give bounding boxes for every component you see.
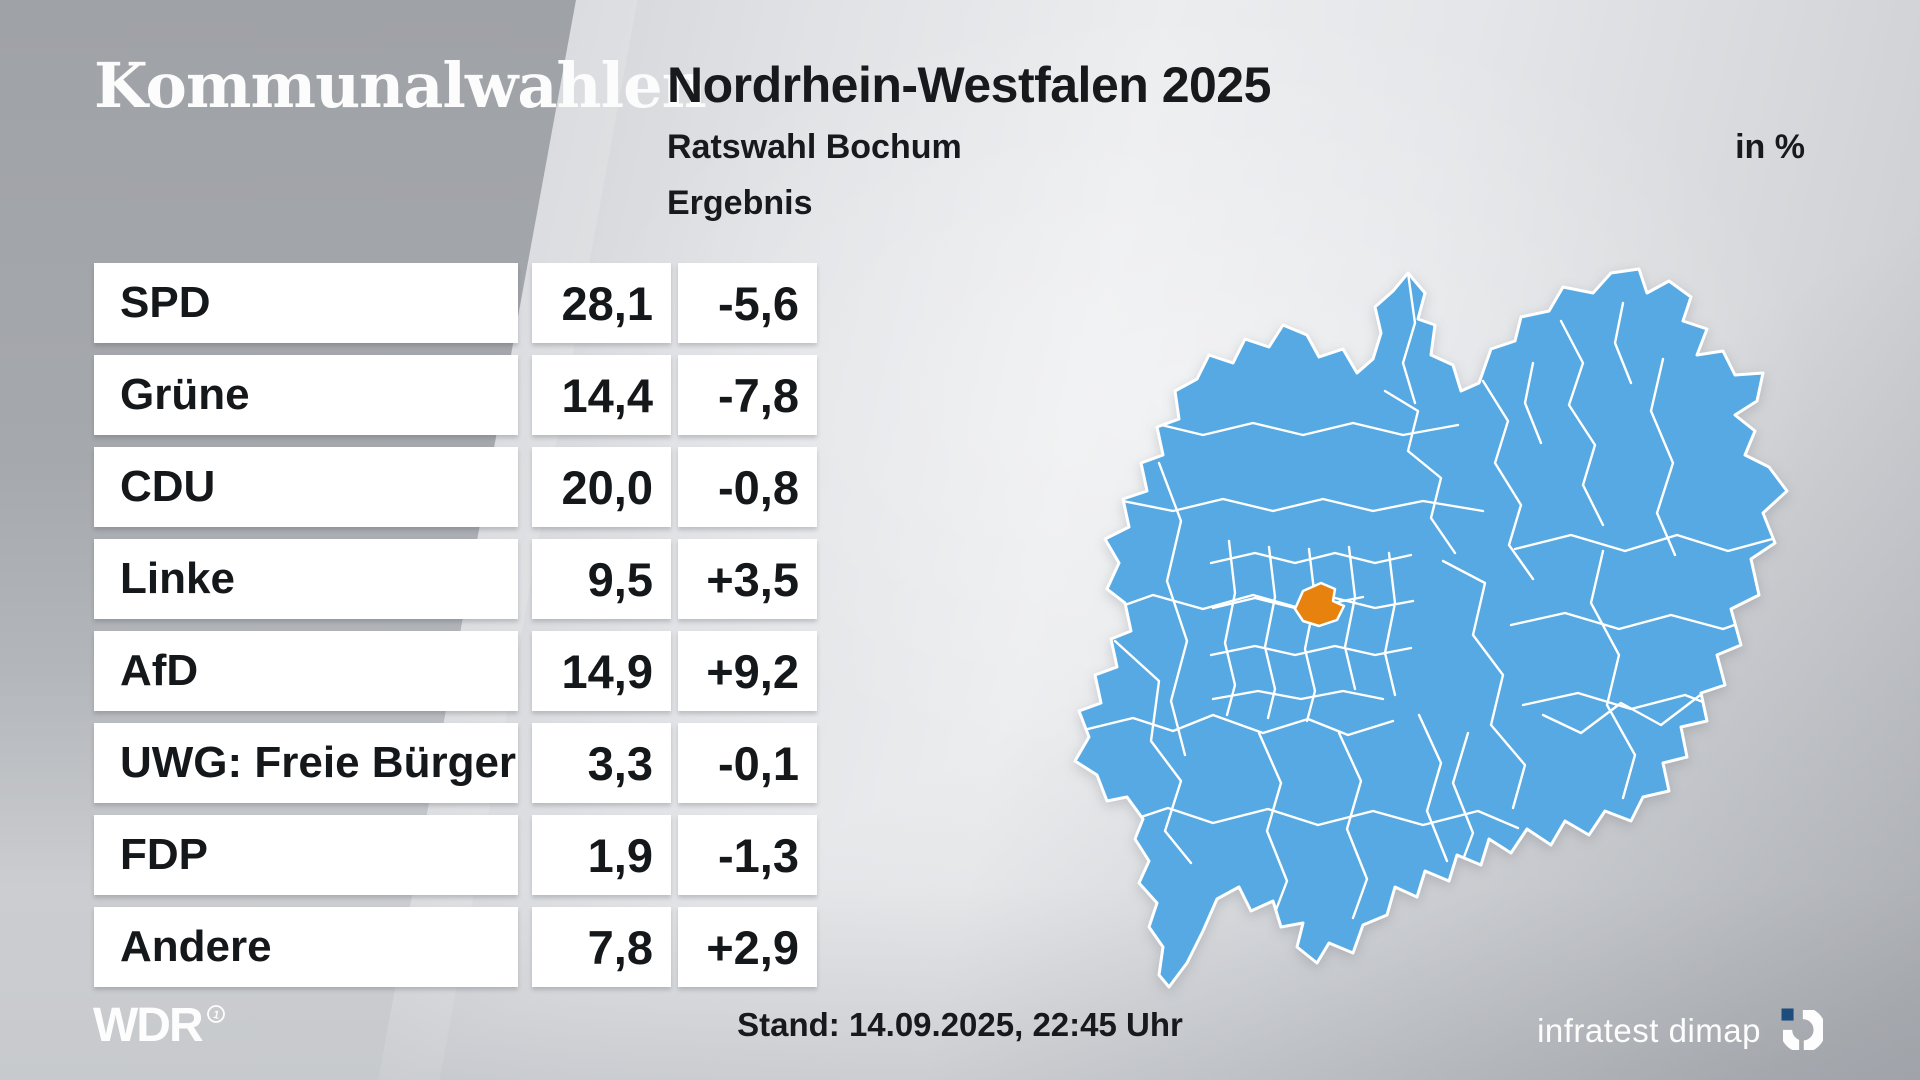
table-row: Andere 7,8 +2,9 (94, 907, 817, 987)
change-value-cell: +9,2 (678, 631, 817, 711)
change-value-cell: -0,8 (678, 447, 817, 527)
data-timestamp: Stand: 14.09.2025, 22:45 Uhr (737, 1006, 1183, 1043)
party-name-cell: CDU (94, 447, 518, 527)
result-value-cell: 28,1 (532, 263, 671, 343)
table-row: CDU 20,0 -0,8 (94, 447, 817, 527)
result-label: Ergebnis (667, 184, 813, 222)
table-row: Grüne 14,4 -7,8 (94, 355, 817, 435)
table-row: UWG: Freie Bürger 3,3 -0,1 (94, 723, 817, 803)
page-subtitle: Ratswahl Bochum (667, 128, 962, 166)
result-value-cell: 20,0 (532, 447, 671, 527)
change-value-cell: +3,5 (678, 539, 817, 619)
party-name-cell: Grüne (94, 355, 518, 435)
infratest-dimap-logo-icon (1775, 1002, 1827, 1059)
nrw-map (1063, 263, 1800, 992)
infratest-dimap-credit: infratest dimap (1537, 1002, 1827, 1059)
nrw-land-shape (1073, 267, 1789, 989)
party-name-cell: FDP (94, 815, 518, 895)
party-name-cell: SPD (94, 263, 518, 343)
table-row: Linke 9,5 +3,5 (94, 539, 817, 619)
svg-text:1: 1 (212, 1009, 220, 1022)
result-value-cell: 3,3 (532, 723, 671, 803)
nrw-district-map-svg (1073, 267, 1789, 989)
change-value-cell: -5,6 (678, 263, 817, 343)
wdr-logo-text: WDR (93, 999, 204, 1052)
table-row: SPD 28,1 -5,6 (94, 263, 817, 343)
result-value-cell: 1,9 (532, 815, 671, 895)
unit-label: in % (1735, 128, 1805, 166)
result-value-cell: 14,4 (532, 355, 671, 435)
result-value-cell: 9,5 (532, 539, 671, 619)
ard-registered-mark-icon: 1 (206, 1004, 226, 1029)
party-name-cell: UWG: Freie Bürger (94, 723, 518, 803)
change-value-cell: -7,8 (678, 355, 817, 435)
wdr-logo: WDR 1 (93, 1002, 226, 1050)
table-row: FDP 1,9 -1,3 (94, 815, 817, 895)
table-row: AfD 14,9 +9,2 (94, 631, 817, 711)
results-table: SPD 28,1 -5,6 Grüne 14,4 -7,8 CDU 20,0 -… (94, 263, 817, 987)
party-name-cell: AfD (94, 631, 518, 711)
change-value-cell: +2,9 (678, 907, 817, 987)
brand-title: Kommunalwahlen (94, 49, 707, 122)
bochum-highlight (1293, 581, 1346, 628)
result-value-cell: 14,9 (532, 631, 671, 711)
infratest-dimap-label: infratest dimap (1537, 1011, 1761, 1049)
party-name-cell: Andere (94, 907, 518, 987)
party-name-cell: Linke (94, 539, 518, 619)
change-value-cell: -1,3 (678, 815, 817, 895)
page-title: Nordrhein-Westfalen 2025 (667, 57, 1271, 113)
change-value-cell: -0,1 (678, 723, 817, 803)
result-value-cell: 7,8 (532, 907, 671, 987)
